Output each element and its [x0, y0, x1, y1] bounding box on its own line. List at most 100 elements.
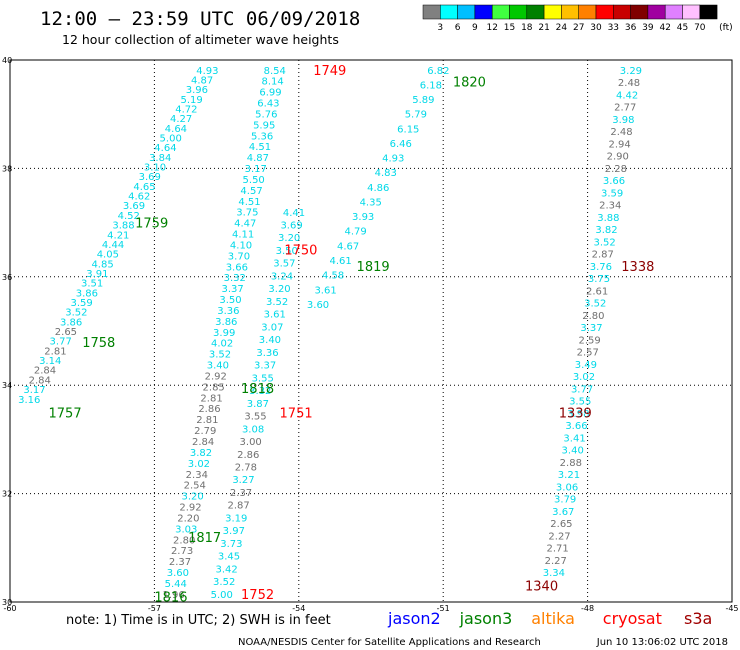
plot-area — [9, 59, 733, 603]
swh-value-label: 3.52 — [584, 299, 606, 310]
swh-value-label: 3.37 — [221, 284, 243, 295]
colorbar-swatch — [613, 4, 631, 20]
swh-value-label: 2.48 — [618, 78, 640, 89]
colorbar-swatch — [526, 4, 545, 20]
swh-value-label: 2.54 — [184, 481, 206, 492]
swh-value-label: 2.61 — [586, 286, 608, 297]
swh-value-label: 3.40 — [562, 446, 584, 457]
colorbar-level-label: 3 — [437, 23, 443, 33]
pass-time-label: 1820 — [453, 76, 486, 91]
swh-value-label: 2.86 — [198, 404, 220, 415]
swh-value-label: 3.98 — [612, 115, 634, 126]
swh-value-label: 3.52 — [65, 308, 87, 319]
pass-time-label: 1758 — [82, 336, 115, 351]
swh-value-label: 2.20 — [177, 513, 199, 524]
swh-value-label: 3.32 — [224, 273, 246, 284]
colorbar-level-label: 12 — [486, 23, 497, 33]
swh-value-label: 3.52 — [593, 237, 615, 248]
swh-value-label: 6.43 — [257, 99, 279, 110]
swh-value-label: 3.87 — [247, 399, 269, 410]
swh-value-label: 2.78 — [235, 463, 257, 474]
colorbar-level-label: 27 — [573, 23, 584, 33]
colorbar-swatch — [457, 4, 476, 20]
colorbar-unit-label: (ft) — [719, 23, 733, 33]
swh-value-label: 3.77 — [571, 384, 593, 395]
swh-value-label: 4.42 — [616, 90, 638, 101]
swh-value-label: 3.66 — [226, 262, 248, 273]
swh-value-label: 3.79 — [554, 495, 576, 506]
swh-value-label: 3.55 — [252, 373, 274, 384]
swh-value-label: 6.46 — [390, 139, 412, 150]
y-tick-label: 38 — [2, 164, 12, 173]
swh-value-label: 4.87 — [247, 153, 269, 164]
swh-value-label: 3.17 — [23, 385, 45, 396]
swh-value-label: 8.14 — [261, 77, 283, 88]
colorbar-level-label: 18 — [521, 23, 533, 33]
pass-time-label: 1751 — [280, 406, 313, 421]
swh-value-label: 5.44 — [165, 579, 187, 590]
colorbar-swatch — [578, 4, 597, 20]
swh-value-label: 3.42 — [215, 564, 237, 575]
swh-value-label: 3.88 — [597, 213, 619, 224]
legend-entry: jason2 — [387, 609, 441, 628]
time-labels: 1749 1820 1759 1750 1819 1338 1758 1818 1757 1751… — [49, 64, 655, 606]
swh-value-label: 3.82 — [190, 448, 212, 459]
swh-value-label: 2.37 — [230, 488, 252, 499]
swh-value-label: 2.34 — [599, 201, 621, 212]
pass-time-label: 1759 — [135, 217, 168, 232]
swh-value-label: 3.34 — [543, 568, 565, 579]
chart-subtitle: 12 hour collection of altimeter wave hei… — [62, 32, 339, 47]
swh-value-label: 6.18 — [420, 80, 442, 91]
pass-time-label: 1752 — [241, 588, 274, 603]
swh-value-label: 3.88 — [112, 221, 134, 232]
swh-value-label: 2.85 — [203, 382, 225, 393]
swh-value-label: 2.27 — [545, 556, 567, 567]
swh-value-label: 3.40 — [259, 335, 281, 346]
colorbar-swatch — [422, 4, 441, 20]
colorbar-swatch — [647, 4, 666, 20]
x-tick-label: -45 — [725, 604, 738, 613]
colorbar-level-label: 42 — [659, 23, 670, 33]
swh-value-label: 3.69 — [123, 201, 145, 212]
swh-value-label: 2.90 — [607, 152, 629, 163]
swh-value-label: 2.92 — [205, 371, 227, 382]
swh-value-label: 5.50 — [243, 175, 265, 186]
swh-value-label: 4.67 — [337, 241, 359, 252]
legend-entry: s3a — [684, 609, 712, 628]
swh-value-label: 3.02 — [188, 459, 210, 470]
swh-value-label: 3.86 — [76, 288, 98, 299]
colorbar-swatch — [699, 4, 718, 20]
colorbar-level-label: 39 — [642, 23, 654, 33]
colorbar-swatch — [509, 4, 528, 20]
swh-value-label: 2.84 — [192, 437, 214, 448]
swh-value-label: 4.93 — [382, 154, 404, 165]
y-tick-label: 30 — [2, 598, 12, 607]
swh-value-label: 2.48 — [610, 127, 632, 138]
swh-value-label: 3.10 — [144, 163, 166, 174]
swh-value-label: 4.35 — [360, 197, 382, 208]
swh-value-label: 2.84 — [29, 375, 51, 386]
swh-value-label: 3.50 — [276, 246, 298, 257]
swh-value-label: 3.96 — [186, 85, 208, 96]
swh-value-label: 3.61 — [264, 310, 286, 321]
legend-entry: jason3 — [459, 609, 513, 628]
swh-value-label: 3.52 — [266, 297, 288, 308]
colorbar-level-label: 15 — [504, 23, 515, 33]
swh-value-label: 3.08 — [242, 424, 264, 435]
swh-value-label: 3.69 — [280, 220, 302, 231]
swh-value-label: 5.00 — [211, 590, 233, 601]
swh-value-label: 2.34 — [186, 470, 208, 481]
swh-value-label: 3.00 — [240, 437, 262, 448]
swh-value-label: 3.84 — [149, 153, 171, 164]
swh-value-label: 3.55 — [569, 397, 591, 408]
swh-value-label: 3.66 — [565, 421, 587, 432]
swh-value-label: 3.27 — [232, 475, 254, 486]
colorbar-swatch — [595, 4, 614, 20]
footer-credit: NOAA/NESDIS Center for Satellite Applica… — [238, 637, 541, 648]
swh-value-label: 2.37 — [169, 557, 191, 568]
swh-value-label: 4.41 — [283, 208, 305, 219]
swh-value-label: 4.47 — [234, 219, 256, 230]
pass-time-label: 1816 — [154, 591, 187, 606]
x-tick-label: -57 — [148, 604, 161, 613]
